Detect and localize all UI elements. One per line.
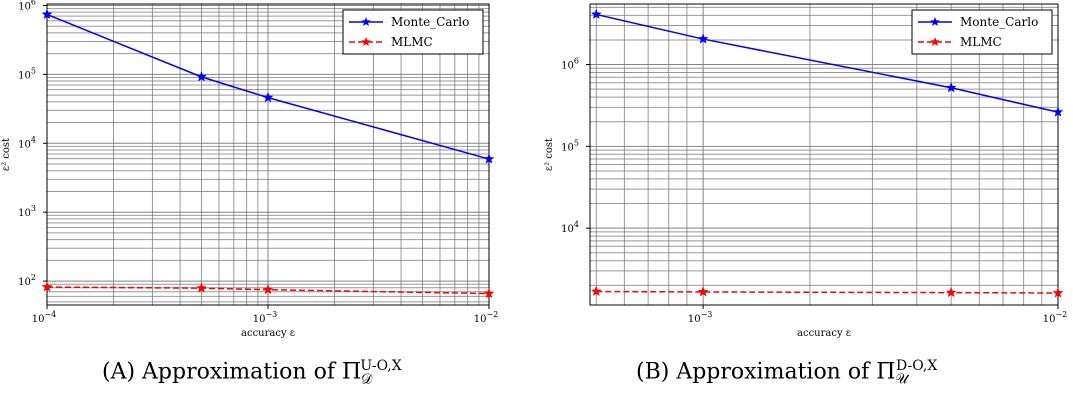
legend-label: MLMC	[391, 35, 433, 49]
data-point	[590, 8, 602, 20]
series-line	[596, 290, 1059, 294]
y-tick-label: 105	[18, 66, 36, 81]
y-tick-label: 104	[561, 220, 579, 235]
data-point	[41, 281, 53, 292]
legend-label: MLMC	[960, 35, 1002, 49]
series-mlmc	[590, 285, 1064, 298]
caption-b: (B) Approximation of Π𝒰D-O,X	[636, 358, 949, 388]
caption-b-text: (B) Approximation of Π	[636, 359, 896, 385]
x-tick-label: 10−4	[32, 310, 57, 325]
data-point	[590, 285, 602, 297]
data-point	[262, 91, 274, 103]
legend-box	[911, 9, 1053, 55]
caption-a: (A) Approximation of Π𝒟U-O,X	[102, 358, 414, 388]
data-point	[41, 8, 53, 20]
data-point	[1052, 106, 1064, 117]
data-point	[196, 71, 207, 82]
x-tick-label: 10−2	[1043, 310, 1068, 325]
plot-frame	[589, 3, 1059, 306]
caption-b-sub: 𝒰	[895, 371, 909, 388]
series-mlmc	[41, 281, 495, 299]
legend: Monte_Carlo MLMC	[342, 9, 484, 55]
y-tick-label: 106	[18, 0, 36, 12]
series-line	[46, 13, 490, 160]
caption-a-sub: 𝒟	[361, 371, 373, 388]
legend: Monte_Carlo MLMC	[911, 9, 1053, 55]
data-point	[697, 33, 709, 44]
y-tick-label: 106	[561, 57, 579, 72]
y-tick-label: 105	[561, 138, 579, 153]
chart-a: 10−4 10−3 10−2 102 103 104 105 106 accuracy ε ε² …	[1, 0, 498, 339]
data-point	[483, 153, 495, 164]
series-monte_carlo	[590, 8, 1064, 117]
data-point	[1052, 287, 1064, 298]
y-tick-label: 102	[18, 273, 36, 288]
caption-a-text: (A) Approximation of Π	[102, 359, 362, 385]
series-monte_carlo	[41, 8, 495, 164]
legend-marker	[930, 17, 940, 27]
y-axis-label: ε² cost	[544, 138, 555, 171]
legend-label: Monte_Carlo	[960, 15, 1038, 29]
series-line	[596, 13, 1059, 113]
series-line	[46, 286, 490, 295]
x-axis-label: accuracy ε	[241, 328, 295, 339]
y-tick-label: 104	[18, 135, 36, 150]
chart-b: 10−3 10−2 104 105 106 accuracy ε ε² cost Monte_…	[544, 3, 1068, 339]
x-tick-label: 10−3	[688, 310, 713, 325]
x-axis-label: accuracy ε	[797, 328, 851, 339]
legend-box	[342, 9, 484, 55]
caption-b-sup: D-O,X	[896, 358, 938, 374]
x-tick-label: 10−3	[253, 310, 278, 325]
legend-marker	[361, 37, 371, 47]
data-point	[945, 286, 957, 298]
x-tick-label: 10−2	[474, 310, 499, 325]
legend-marker	[361, 17, 371, 27]
legend-label: Monte_Carlo	[391, 15, 469, 29]
legend-marker	[930, 37, 940, 47]
caption-a-sup: U-O,X	[360, 358, 402, 374]
data-point	[945, 82, 957, 93]
y-tick-label: 103	[18, 204, 36, 219]
y-axis-label: ε² cost	[1, 138, 12, 171]
data-point	[483, 287, 495, 299]
data-point	[262, 283, 274, 295]
data-point	[697, 286, 709, 297]
data-point	[196, 282, 207, 293]
